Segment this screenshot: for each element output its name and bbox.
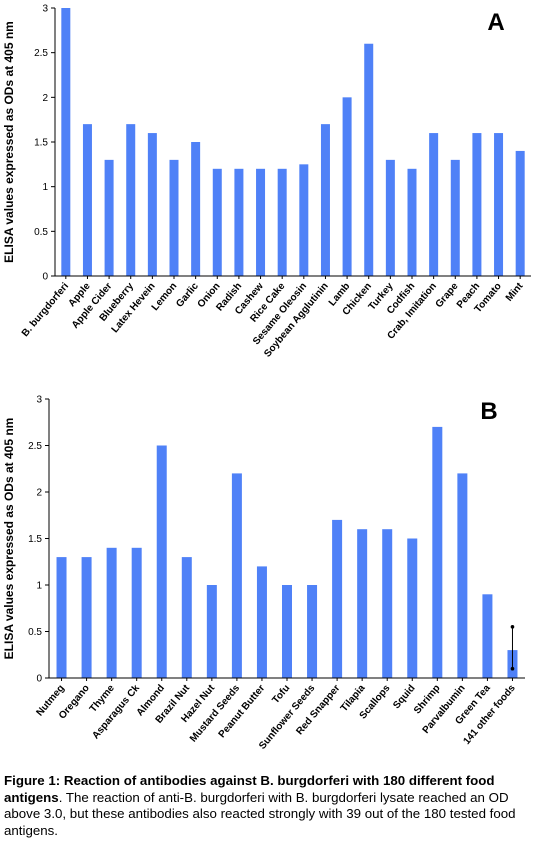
- chart-a-y-tick-label: 1.5: [34, 138, 48, 149]
- chart-a-bar: [212, 168, 222, 276]
- chart-a-category-label: Mint: [504, 280, 526, 303]
- chart-a-panel-label: A: [487, 9, 504, 36]
- chart-b-error-bar-cap: [510, 625, 515, 629]
- chart-b-y-tick-label: 1.5: [28, 534, 42, 545]
- chart-a-bar: [191, 142, 201, 276]
- chart-a-bar: [385, 159, 395, 276]
- chart-a-bar: [169, 159, 179, 276]
- chart-a-bar: [147, 133, 157, 276]
- chart-a-bar: [472, 133, 482, 276]
- chart-b-y-tick-label: 0: [36, 674, 42, 685]
- chart-b-bar: [81, 557, 92, 678]
- chart-b-bar: [457, 473, 468, 678]
- chart-a-y-tick-label: 0.5: [34, 227, 48, 238]
- chart-a-bar: [494, 133, 504, 276]
- chart-a-y-axis-label: ELISA values expressed as ODs at 405 nm: [2, 21, 16, 263]
- chart-b-category-label: Peanut Butter: [217, 683, 268, 740]
- chart-b-bar: [231, 473, 242, 678]
- figure-caption: Figure 1: Reaction of antibodies against…: [4, 773, 532, 839]
- chart-b-bar: [307, 585, 318, 678]
- chart-a-bar: [82, 124, 92, 276]
- chart-a-bar: [256, 168, 266, 276]
- chart-b-panel-label: B: [480, 398, 497, 425]
- chart-a-bar: [277, 168, 287, 276]
- chart-a-bar: [320, 124, 330, 276]
- chart-b-bar: [357, 529, 368, 678]
- chart-a-bar: [450, 159, 460, 276]
- chart-b-error-bar-cap: [510, 666, 515, 671]
- chart-a-bar: [61, 8, 71, 276]
- chart-a: ELISA values expressed as ODs at 405 nm A…: [2, 4, 531, 360]
- chart-a-category-label: B. burgdorferi: [20, 281, 71, 339]
- chart-b-bar: [106, 547, 117, 678]
- chart-b-bar: [181, 557, 192, 678]
- chart-a-bar: [407, 168, 417, 276]
- chart-a-bar: [364, 43, 374, 276]
- chart-b-y-tick-label: 2: [36, 488, 42, 499]
- chart-b-category-label: Tofu: [270, 683, 292, 706]
- chart-a-bar: [342, 97, 352, 276]
- chart-b-bar: [482, 594, 493, 678]
- chart-a-bar: [299, 164, 309, 276]
- chart-a-bar: [126, 124, 136, 276]
- chart-b-y-tick-label: 1: [36, 581, 42, 592]
- chart-a-y-tick-label: 3: [42, 4, 48, 15]
- chart-a-bar: [429, 133, 439, 276]
- caption-body: . The reaction of anti-B. burgdorferi wi…: [4, 789, 516, 838]
- chart-b-bar: [256, 566, 267, 678]
- chart-a-bar: [104, 159, 114, 276]
- chart-b-y-tick-label: 3: [36, 395, 42, 406]
- chart-b-bar: [432, 426, 443, 678]
- chart-b-bar: [407, 538, 418, 678]
- chart-b-bar: [332, 519, 343, 678]
- chart-b-bar: [206, 585, 217, 678]
- chart-a-bar: [515, 150, 525, 276]
- chart-a-bar: [234, 168, 244, 276]
- chart-b-bar: [131, 547, 142, 678]
- chart-b-bar: [282, 585, 292, 678]
- chart-b-bar: [156, 445, 167, 678]
- chart-b-y-axis-label: ELISA values expressed as ODs at 405 nm: [2, 418, 16, 660]
- chart-b-y-tick-label: 2.5: [28, 441, 42, 452]
- chart-a-y-tick-label: 0: [42, 272, 48, 283]
- chart-b-bar: [382, 529, 393, 678]
- chart-b-bar: [56, 557, 67, 678]
- caption-title: Figure 1: Reaction of antibodies against…: [4, 773, 495, 805]
- chart-b-y-tick-label: 0.5: [28, 627, 42, 638]
- chart-a-y-tick-label: 2.5: [34, 48, 48, 59]
- chart-a-y-tick-label: 1: [42, 182, 48, 193]
- chart-b: ELISA values expressed as ODs at 405 nm B…: [2, 395, 525, 752]
- chart-a-y-tick-label: 2: [42, 93, 48, 104]
